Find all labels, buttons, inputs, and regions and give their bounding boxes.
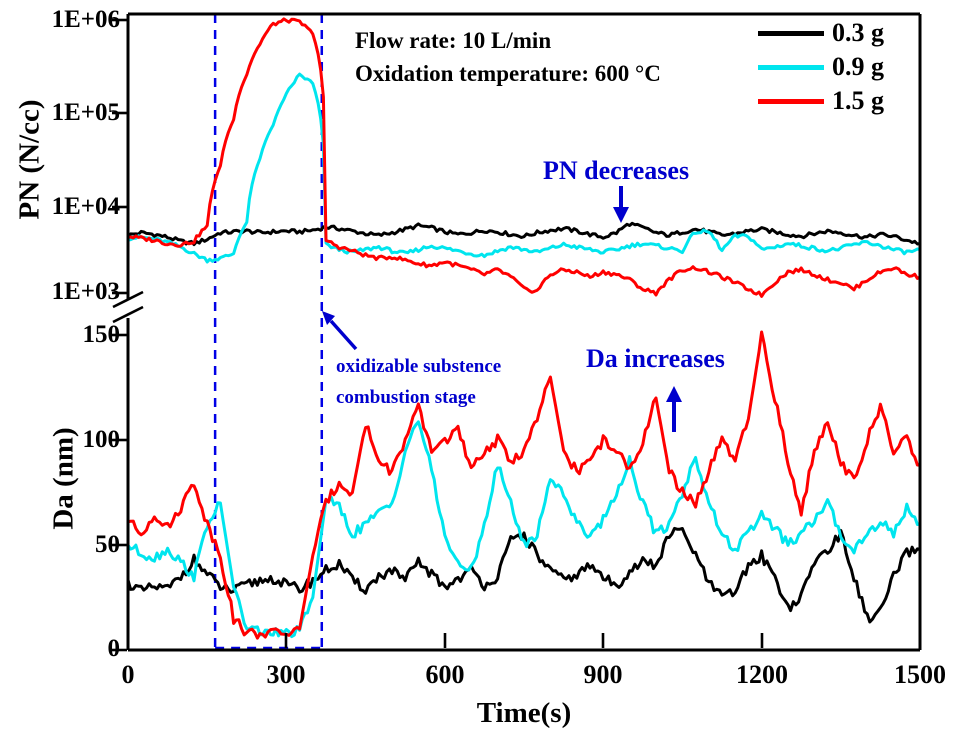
da-tick-50: 50: [95, 531, 120, 558]
pn-tick-1e5: 1E+05: [51, 99, 120, 126]
x-tick-1200: 1200: [736, 660, 788, 689]
axis-break-icon: [112, 290, 144, 324]
pn-decreases-arrowhead-icon: [613, 207, 629, 223]
da-axis-title: Da (nm): [47, 427, 80, 530]
stage-annotation-line2: combustion stage: [336, 387, 476, 408]
legend-item-15g: 1.5 g: [758, 84, 884, 118]
flow-rate-annotation: Flow rate: 10 L/min: [355, 28, 552, 53]
x-axis-title: Time(s): [476, 697, 572, 729]
legend-line-09g: [758, 64, 824, 70]
legend: 0.3 g 0.9 g 1.5 g: [758, 16, 884, 118]
combustion-stage-dashed-lines: [213, 14, 324, 650]
da-line-0.3g: [126, 526, 921, 624]
pn-tick-1e4: 1E+04: [51, 193, 120, 220]
legend-line-03g: [758, 30, 824, 36]
x-tick-1500: 1500: [894, 660, 946, 689]
pn-axis-ticks: [112, 18, 127, 295]
stage-pointer-arrowhead-icon: [322, 311, 335, 325]
legend-label-09g: 0.9 g: [832, 52, 884, 81]
axes-spines: [126, 12, 922, 652]
pn-line-0.3g: [126, 221, 921, 247]
oxidation-temp-annotation: Oxidation temperature: 600 °C: [355, 61, 661, 86]
legend-line-15g: [758, 98, 824, 104]
x-tick-0: 0: [121, 660, 135, 689]
annotation-arrows: [322, 186, 682, 432]
pn-decreases-annotation: PN decreases: [543, 156, 690, 185]
stage-pointer-arrow-icon: [329, 319, 358, 351]
pn-line-1.5g: [127, 17, 921, 298]
time-axis-ticks: [284, 633, 764, 648]
pn-line-0.9g: [127, 72, 921, 264]
pn-tick-1e6: 1E+06: [51, 6, 120, 33]
x-tick-600: 600: [425, 660, 465, 689]
pn-axis-title: PN (N/cc): [13, 99, 46, 220]
da-tick-100: 100: [82, 426, 121, 453]
legend-label-15g: 1.5 g: [832, 86, 884, 115]
da-line-1.5g: [127, 330, 921, 640]
x-tick-900: 900: [583, 660, 623, 689]
da-line-0.9g: [126, 420, 921, 639]
x-tick-300: 300: [266, 660, 306, 689]
da-increases-annotation: Da increases: [586, 344, 725, 373]
pn-tick-1e3: 1E+03: [51, 278, 120, 305]
da-tick-0: 0: [107, 635, 121, 662]
stage-annotation-line1: oxidizable substence: [336, 356, 502, 377]
legend-item-09g: 0.9 g: [758, 50, 884, 84]
series-lines: [126, 17, 921, 640]
da-axis-ticks: [112, 333, 127, 652]
da-tick-150: 150: [82, 321, 121, 348]
legend-label-03g: 0.3 g: [832, 18, 884, 47]
da-increases-arrowhead-icon: [666, 386, 682, 402]
legend-item-03g: 0.3 g: [758, 16, 884, 50]
